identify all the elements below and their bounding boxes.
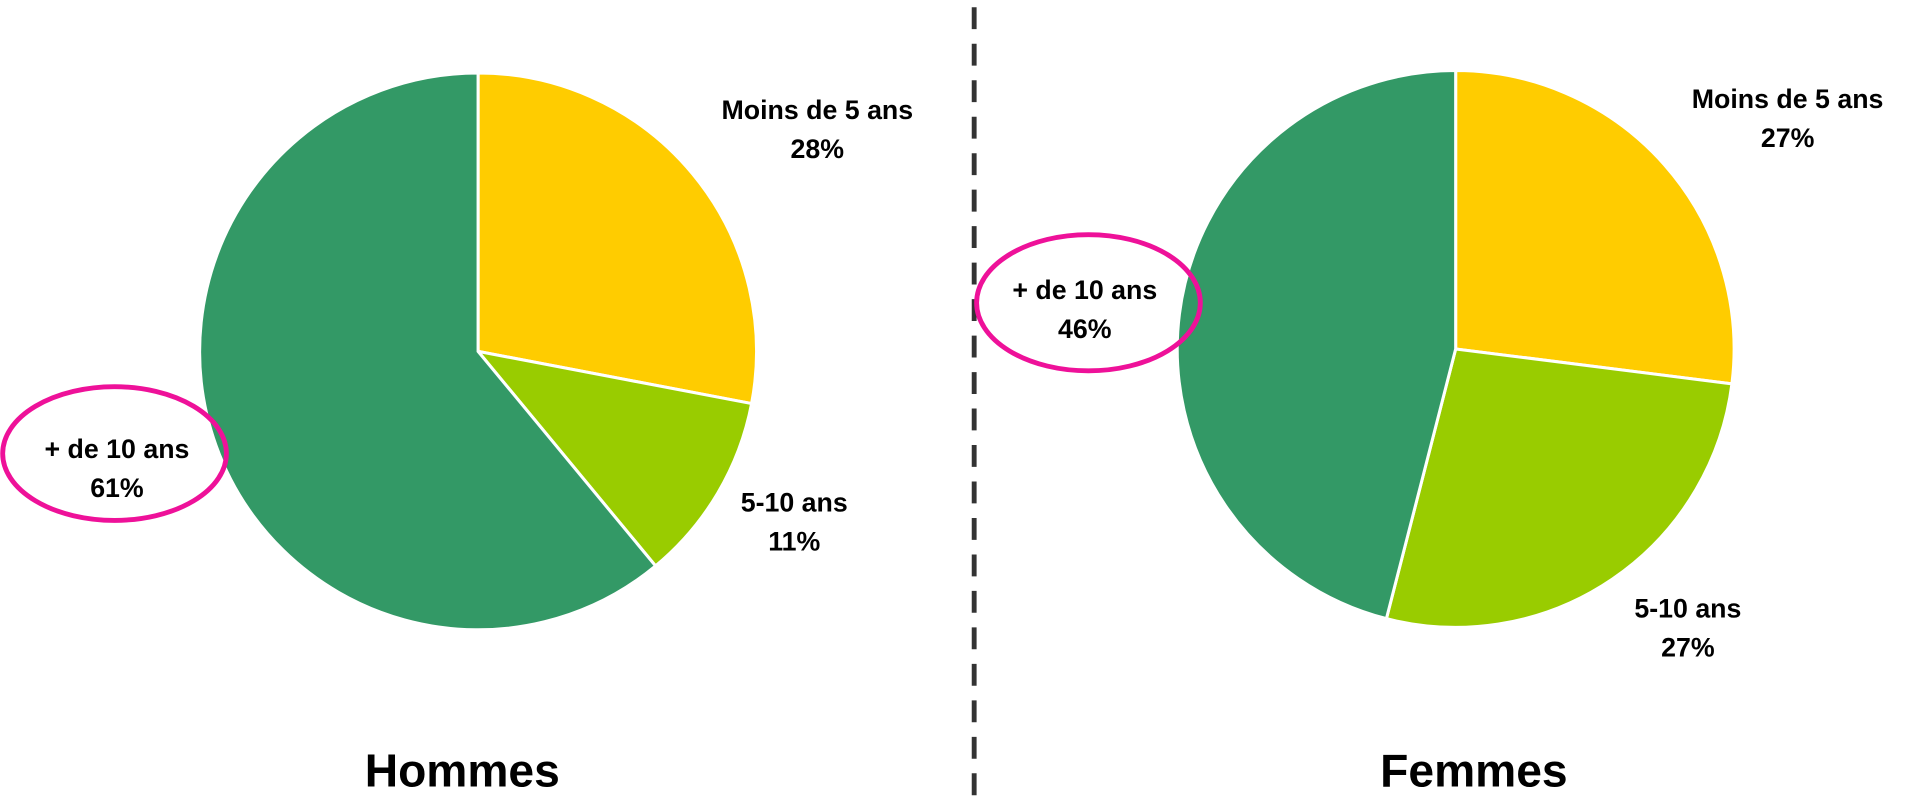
slice-label: Moins de 5 ans	[721, 95, 913, 125]
slice-value: 11%	[768, 527, 820, 557]
slice-label: + de 10 ans	[1012, 275, 1157, 305]
slice-value: 46%	[1058, 314, 1112, 344]
slice-label: 5-10 ans	[1634, 593, 1741, 623]
chart-title: Femmes	[1380, 745, 1567, 797]
pie-slice	[198, 71, 658, 632]
pie-slice	[1454, 69, 1736, 386]
pie-slice	[1384, 347, 1734, 629]
slice-value: 27%	[1761, 123, 1815, 153]
highlight-ring	[974, 232, 1203, 374]
slice-label: + de 10 ans	[45, 434, 190, 464]
highlight-ring	[0, 384, 229, 523]
chart-title: Hommes	[365, 745, 560, 797]
pie-slice	[1175, 68, 1458, 621]
slice-value: 61%	[90, 473, 144, 503]
slice-label: 5-10 ans	[741, 488, 848, 518]
slice-label: Moins de 5 ans	[1692, 84, 1884, 114]
slice-value: 28%	[791, 134, 845, 164]
pie-slice	[476, 71, 759, 406]
pie-slice	[474, 349, 754, 569]
slice-value: 27%	[1661, 632, 1715, 662]
